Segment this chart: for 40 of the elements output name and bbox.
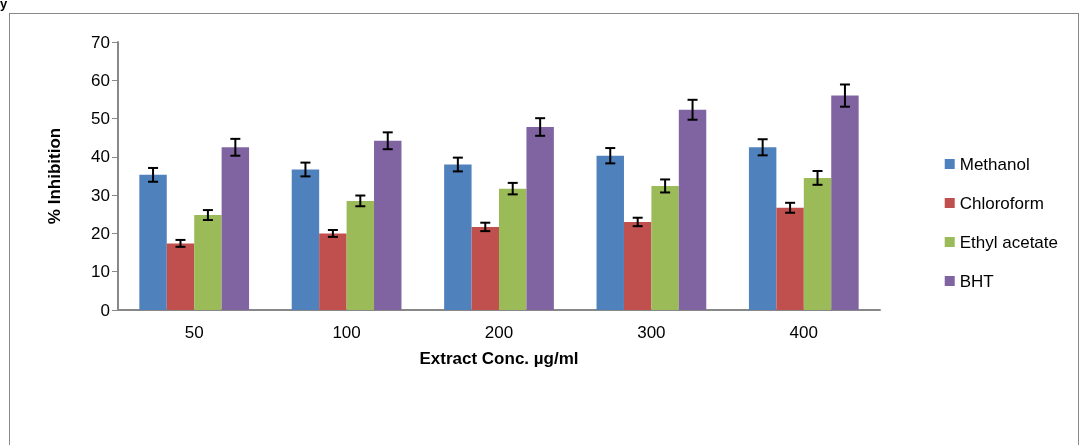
- bar: [526, 126, 554, 310]
- y-tick-label: 20: [91, 223, 110, 243]
- bar: [166, 243, 195, 310]
- bar: [776, 207, 804, 310]
- y-tick-label: 30: [91, 185, 110, 205]
- bar: [194, 215, 222, 310]
- y-tick-label: 10: [91, 262, 110, 282]
- x-tick-label: 400: [789, 323, 818, 342]
- x-tick-label: 50: [184, 323, 204, 342]
- bar: [651, 185, 679, 310]
- bar: [471, 226, 499, 310]
- bar: [319, 233, 347, 310]
- y-tick-label: 0: [100, 300, 110, 320]
- x-axis-title: Extract Conc. µg/ml: [419, 349, 579, 368]
- legend-label: Chloroform: [959, 193, 1044, 213]
- x-tick-label: 300: [637, 323, 666, 342]
- y-tick-label: 70: [91, 32, 110, 52]
- bar: [596, 155, 624, 310]
- bar: [748, 147, 777, 310]
- y-tick-label: 40: [91, 147, 110, 167]
- text: y: [0, 0, 8, 11]
- bar: [139, 174, 167, 310]
- bar: [444, 164, 472, 310]
- bar: [678, 109, 707, 310]
- legend-label: Ethyl acetate: [959, 232, 1058, 252]
- bar: [831, 95, 859, 310]
- y-tick-label: 60: [91, 70, 110, 90]
- legend-label: BHT: [959, 271, 994, 291]
- y-axis-title: % Inhibition: [45, 127, 64, 225]
- bar: [499, 188, 527, 310]
- bar: [221, 147, 250, 310]
- legend-label: Methanol: [959, 154, 1030, 174]
- bar: [803, 177, 832, 310]
- bar: [623, 221, 652, 310]
- y-tick-label: 50: [91, 109, 110, 129]
- bar: [291, 169, 320, 310]
- bar: [374, 140, 402, 310]
- bar: [346, 200, 375, 310]
- x-tick-label: 200: [484, 323, 514, 342]
- x-tick-label: 100: [332, 323, 361, 342]
